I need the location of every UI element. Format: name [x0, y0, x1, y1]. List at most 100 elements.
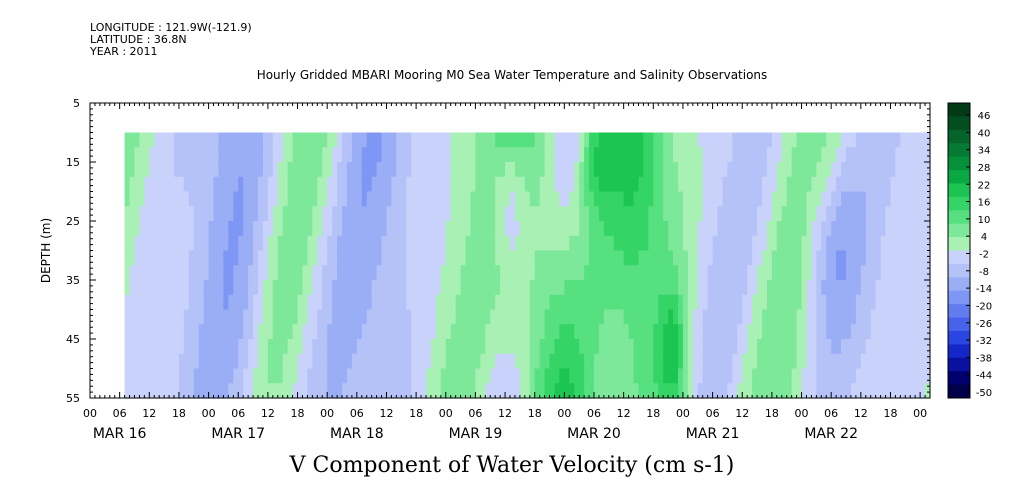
- heatmap-cell: [351, 324, 358, 340]
- heatmap-cell: [490, 147, 496, 163]
- colorbar-label: 28: [978, 163, 991, 174]
- heatmap-cell: [346, 132, 353, 148]
- heatmap-cell: [435, 383, 442, 399]
- heatmap-cell: [727, 191, 733, 207]
- heatmap-cell: [396, 265, 402, 281]
- heatmap-cell: [623, 206, 630, 222]
- heatmap-cell: [144, 191, 150, 207]
- heatmap-cell: [598, 221, 605, 237]
- heatmap-cell: [880, 383, 887, 399]
- heatmap-cell: [742, 132, 748, 148]
- heatmap-cell: [742, 280, 748, 296]
- heatmap-cell: [287, 235, 294, 252]
- heatmap-cell: [678, 221, 684, 237]
- heatmap-cell: [559, 147, 565, 163]
- colorbar-swatch: [948, 156, 970, 171]
- heatmap-cell: [895, 206, 901, 222]
- heatmap-cell: [198, 147, 205, 163]
- heatmap-cell: [421, 176, 427, 193]
- heatmap-cell: [218, 191, 225, 207]
- heatmap-cell: [178, 250, 185, 266]
- heatmap-cell: [747, 368, 753, 384]
- heatmap-cell: [381, 250, 388, 266]
- heatmap-cell: [327, 162, 333, 178]
- heatmap-cell: [579, 324, 585, 340]
- heatmap-cell: [687, 294, 694, 311]
- heatmap-cell: [411, 132, 417, 148]
- heatmap-cell: [193, 162, 200, 178]
- heatmap-cell: [648, 235, 654, 252]
- heatmap-cell: [643, 294, 649, 311]
- heatmap-cell: [766, 221, 773, 237]
- heatmap-cell: [668, 265, 674, 281]
- heatmap-cell: [559, 191, 565, 207]
- heatmap-cell: [144, 235, 150, 252]
- heatmap-cell: [643, 368, 649, 384]
- heatmap-cell: [460, 280, 467, 296]
- heatmap-cell: [865, 162, 872, 178]
- heatmap-cell: [920, 265, 926, 281]
- heatmap-cell: [233, 368, 239, 384]
- heatmap-cell: [475, 206, 481, 222]
- heatmap-cell: [841, 206, 847, 222]
- heatmap-cell: [218, 206, 225, 222]
- colorbar-label: 22: [978, 180, 991, 191]
- heatmap-cell: [485, 162, 491, 178]
- heatmap-cell: [213, 191, 220, 207]
- heatmap-cell: [875, 221, 882, 237]
- heatmap-cell: [505, 176, 511, 193]
- heatmap-cell: [584, 250, 590, 266]
- heatmap-cell: [628, 383, 635, 399]
- heatmap-cell: [643, 280, 649, 296]
- heatmap-cell: [396, 191, 402, 207]
- heatmap-cell: [771, 235, 778, 252]
- heatmap-cell: [134, 294, 141, 311]
- heatmap-cell: [514, 206, 521, 222]
- heatmap-cell: [594, 324, 600, 340]
- heatmap-cell: [603, 235, 610, 252]
- heatmap-cell: [579, 280, 585, 296]
- heatmap-cell: [564, 324, 570, 340]
- heatmap-cell: [282, 235, 289, 252]
- heatmap-cell: [786, 250, 793, 266]
- heatmap-cell: [282, 162, 289, 178]
- heatmap-cell: [480, 339, 486, 355]
- heatmap-cell: [312, 309, 318, 325]
- heatmap-cell: [248, 250, 254, 266]
- heatmap-cell: [816, 176, 822, 193]
- heatmap-cell: [386, 294, 393, 311]
- heatmap-cell: [361, 383, 368, 399]
- heatmap-cell: [712, 324, 719, 340]
- heatmap-cell: [608, 235, 615, 252]
- colorbar-swatch: [948, 103, 970, 117]
- heatmap-cell: [337, 280, 343, 296]
- heatmap-cell: [129, 221, 136, 237]
- heatmap-cell: [727, 147, 733, 163]
- heatmap-cell: [440, 353, 447, 370]
- heatmap-cell: [702, 206, 709, 222]
- heatmap-cell: [198, 235, 205, 252]
- heatmap-cell: [470, 162, 477, 178]
- heatmap-cell: [174, 191, 180, 207]
- heatmap-cell: [836, 324, 842, 340]
- heatmap-cell: [421, 339, 427, 355]
- heatmap-cell: [337, 132, 343, 148]
- heatmap-cell: [376, 176, 383, 193]
- heatmap-cell: [554, 368, 561, 384]
- heatmap-cell: [757, 368, 763, 384]
- heatmap-cell: [262, 176, 269, 193]
- heatmap-cell: [712, 235, 719, 252]
- heatmap-cell: [243, 250, 249, 266]
- heatmap-cell: [139, 368, 145, 384]
- heatmap-cell: [855, 280, 862, 296]
- heatmap-cell: [865, 353, 872, 370]
- heatmap-cell: [381, 206, 388, 222]
- heatmap-cell: [346, 162, 353, 178]
- heatmap-cell: [846, 147, 852, 163]
- heatmap-cell: [554, 309, 561, 325]
- heatmap-cell: [366, 250, 373, 266]
- heatmap-cell: [139, 294, 145, 311]
- heatmap-cell: [811, 383, 817, 399]
- heatmap-cell: [490, 162, 496, 178]
- heatmap-cell: [218, 339, 225, 355]
